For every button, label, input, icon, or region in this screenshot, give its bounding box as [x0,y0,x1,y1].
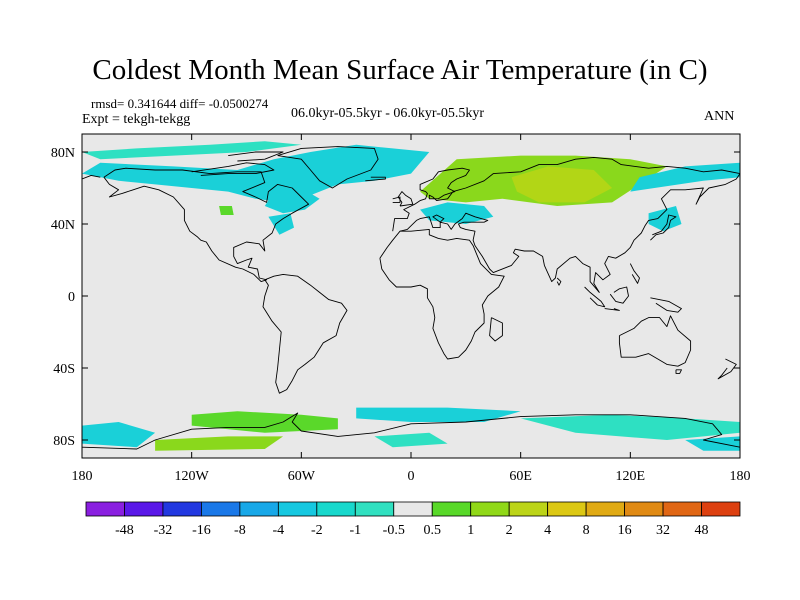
lon-tick-label: 60E [509,469,532,484]
colorbar-swatch [201,501,241,517]
colorbar-swatch [624,501,664,517]
colorbar-swatch [85,501,125,517]
anomaly-region-teal [82,141,302,160]
colorbar-swatch [547,501,587,517]
lat-tick-label: 0 [68,290,75,305]
lon-tick-label: 120E [616,469,646,484]
coastline [489,317,503,342]
lon-tick-label: 180 [730,469,751,484]
coastline [717,358,737,380]
anomaly-region-cyan [264,188,320,214]
anomaly-region-cyan [356,407,521,422]
colorbar-label: -16 [192,523,211,538]
anomaly-region-cyan [420,202,494,224]
lon-tick-label: 60W [288,469,316,484]
coastline [392,196,401,203]
coastline [262,273,348,394]
colorbar-swatch [431,501,472,517]
coastline [191,162,275,176]
colorbar-swatch [354,501,395,517]
coastline [584,286,606,308]
anomaly-region-teal [374,432,448,448]
coastline [82,412,740,450]
rmsd-diff-label: rmsd= 0.341644 diff= -0.0500274 [91,96,269,111]
colorbar-swatch [701,501,741,517]
coastline [629,263,640,284]
coastline [392,156,740,232]
coastline-layer [82,146,740,450]
colorbar-swatch [239,501,279,517]
coastline [604,308,620,311]
colorbar-label: -0.5 [383,523,405,538]
colorbar-label: 0.5 [423,523,441,538]
coastline [675,369,682,374]
lat-tick-label: 40N [51,218,75,233]
longitude-axis: 180 120W 60W 0 60E 120E 180 [72,134,751,484]
colorbar-labels: -48 -32 -16 -8 -4 -2 -1 -0.5 0.5 1 2 4 8 16 32 48 [115,523,708,538]
coastline [277,146,379,189]
colorbar-label: -1 [349,523,361,538]
anomaly-region-green [219,206,234,215]
coastline [609,286,629,304]
colorbar-swatch [277,501,318,517]
coastline [228,151,284,162]
coastline [650,214,677,241]
colorbar-label: 1 [467,523,474,538]
coastline [556,277,562,286]
anomaly-region-cyan [82,422,156,448]
colorbar-label: -8 [234,523,246,538]
anomaly-region-cyan [685,436,740,451]
anomaly-region-teal [520,414,740,440]
colorbar-swatch [470,501,510,517]
colorbar-label: 2 [506,523,513,538]
coastline [82,174,101,180]
lon-tick-label: 0 [408,469,415,484]
colorbar-label: 48 [695,523,709,538]
colorbar-label: 4 [544,523,551,538]
map-title: Coldest Month Mean Surface Air Temperatu… [92,54,708,86]
colorbar-swatch [162,501,202,517]
coastline [650,297,682,313]
colorbar-label: 8 [583,523,590,538]
lat-tick-label: 80S [53,434,75,449]
colorbar-swatch [662,501,702,517]
coastline [365,176,386,182]
colorbar-swatch [508,501,549,517]
coastline [103,167,310,283]
lon-tick-label: 180 [72,469,93,484]
colorbar [85,501,741,517]
season-label: ANN [704,109,735,124]
anomaly-region-green [155,436,284,451]
coastline [618,315,692,367]
colorbar-label: 32 [656,523,670,538]
anomaly-region-cyan [630,162,740,192]
colorbar-label: 16 [618,523,632,538]
colorbar-label: -48 [115,523,134,538]
period-label: 06.0kyr-05.5kyr - 06.0kyr-05.5kyr [291,106,485,121]
anomaly-region-cyan [648,206,682,232]
coastline [397,191,414,207]
anomaly-region-cyan [268,213,294,235]
colorbar-label: -2 [311,523,323,538]
experiment-label: Expt = tekgh-tekgg [82,112,191,127]
lat-tick-label: 40S [53,362,75,377]
colorbar-swatch [393,501,433,517]
latitude-axis: 80N 40N 0 40S 80S [51,146,740,449]
coastline [379,228,505,360]
colorbar-label: -32 [154,523,173,538]
colorbar-swatch [585,501,625,517]
lon-tick-label: 120W [175,469,210,484]
lat-tick-label: 80N [51,146,75,161]
colorbar-label: -4 [273,523,285,538]
coastline [399,173,740,293]
colorbar-swatch [124,501,164,517]
anomaly-region-lightgreen [511,166,613,203]
colorbar-swatch [316,501,356,517]
